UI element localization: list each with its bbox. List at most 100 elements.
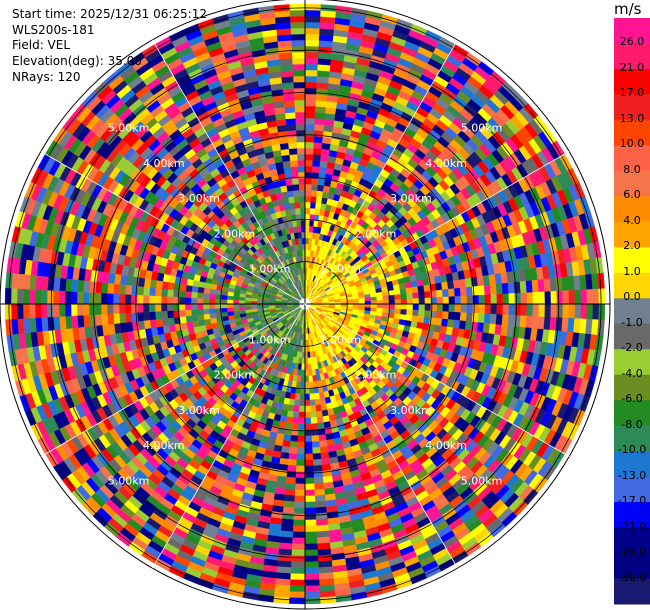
velocity-cell <box>287 410 294 418</box>
velocity-cell <box>400 298 408 305</box>
velocity-cell <box>149 311 156 321</box>
velocity-cell <box>282 512 295 520</box>
velocity-cell <box>290 567 306 575</box>
velocity-cell <box>317 422 325 430</box>
velocity-cell <box>296 459 306 467</box>
velocity-cell <box>314 118 325 126</box>
velocity-cell <box>454 287 461 297</box>
velocity-cell <box>289 441 298 448</box>
velocity-cell <box>300 225 306 233</box>
velocity-cell <box>477 285 485 296</box>
velocity-cell <box>281 82 294 90</box>
velocity-cell <box>423 284 431 292</box>
velocity-cell <box>531 279 539 293</box>
velocity-cell <box>592 288 600 305</box>
velocity-cell <box>289 9 306 17</box>
velocity-cell <box>301 363 306 371</box>
velocity-cell <box>294 105 306 113</box>
velocity-cells <box>4 3 606 605</box>
velocity-cell <box>319 160 328 168</box>
velocity-cell <box>519 280 527 293</box>
velocity-cell <box>298 177 306 185</box>
velocity-cell <box>292 75 306 83</box>
velocity-cell <box>495 283 503 295</box>
velocity-cell <box>314 482 325 490</box>
velocity-cell <box>304 147 314 155</box>
velocity-cell <box>82 292 90 305</box>
velocity-cell <box>290 33 306 41</box>
velocity-cell <box>308 225 314 233</box>
velocity-cell <box>315 500 327 508</box>
velocity-cell <box>465 286 473 296</box>
velocity-cell <box>314 208 321 216</box>
velocity-cell <box>118 303 126 314</box>
velocity-cell <box>179 310 186 318</box>
velocity-cell <box>290 166 299 173</box>
velocity-cell <box>83 315 91 328</box>
velocity-cell <box>532 291 540 305</box>
velocity-cell <box>185 291 192 299</box>
velocity-cell <box>197 314 205 322</box>
velocity-cell <box>442 288 449 297</box>
velocity-cell <box>208 293 216 300</box>
velocity-cell <box>304 465 314 473</box>
velocity-cell <box>70 291 78 305</box>
velocity-cell <box>304 153 314 161</box>
velocity-cell <box>301 237 306 245</box>
velocity-cell <box>5 272 13 289</box>
velocity-cell <box>16 288 24 305</box>
velocity-cell <box>304 507 317 515</box>
velocity-cell <box>220 299 228 305</box>
velocity-cell <box>281 524 294 532</box>
velocity-cell <box>28 303 36 319</box>
velocity-cell <box>310 184 318 191</box>
velocity-cell <box>77 315 85 328</box>
velocity-cell <box>310 190 318 197</box>
velocity-cell <box>298 357 303 365</box>
velocity-cell <box>155 311 162 320</box>
velocity-cell <box>304 459 314 467</box>
velocity-cell <box>290 21 306 29</box>
velocity-cell <box>40 303 48 318</box>
velocity-cell <box>22 303 30 319</box>
velocity-cell <box>304 417 312 425</box>
velocity-cell <box>4 303 12 320</box>
velocity-cell <box>460 295 468 305</box>
velocity-cell <box>304 231 309 239</box>
velocity-cell <box>300 219 306 227</box>
velocity-cell <box>166 296 174 305</box>
velocity-cell <box>304 549 319 557</box>
velocity-cell <box>209 288 217 295</box>
velocity-cell <box>101 314 109 326</box>
velocity-cell <box>304 207 311 215</box>
velocity-cell <box>312 447 321 454</box>
velocity-cell <box>299 207 306 215</box>
velocity-cell <box>308 219 314 227</box>
velocity-cell <box>312 453 322 460</box>
velocity-cell <box>65 278 73 292</box>
velocity-cell <box>304 579 320 587</box>
velocity-cell <box>317 536 331 544</box>
velocity-cell <box>507 281 515 294</box>
velocity-cell <box>502 293 510 305</box>
velocity-cell <box>238 296 246 302</box>
velocity-cell <box>304 375 310 383</box>
velocity-cell <box>555 276 563 291</box>
velocity-cell <box>304 87 317 95</box>
velocity-cell <box>394 298 402 305</box>
velocity-cell <box>112 303 120 315</box>
velocity-cell <box>292 184 300 191</box>
velocity-cell <box>318 554 333 562</box>
velocity-cell <box>88 303 96 316</box>
velocity-cell <box>291 45 306 53</box>
velocity-cell <box>83 280 91 293</box>
velocity-cell <box>490 293 498 305</box>
velocity-cell <box>106 303 114 315</box>
velocity-cell <box>292 190 300 197</box>
velocity-cell <box>191 291 198 299</box>
velocity-cell <box>406 292 414 299</box>
velocity-cell <box>118 294 126 305</box>
velocity-cell <box>34 289 42 305</box>
velocity-cell <box>297 369 302 377</box>
